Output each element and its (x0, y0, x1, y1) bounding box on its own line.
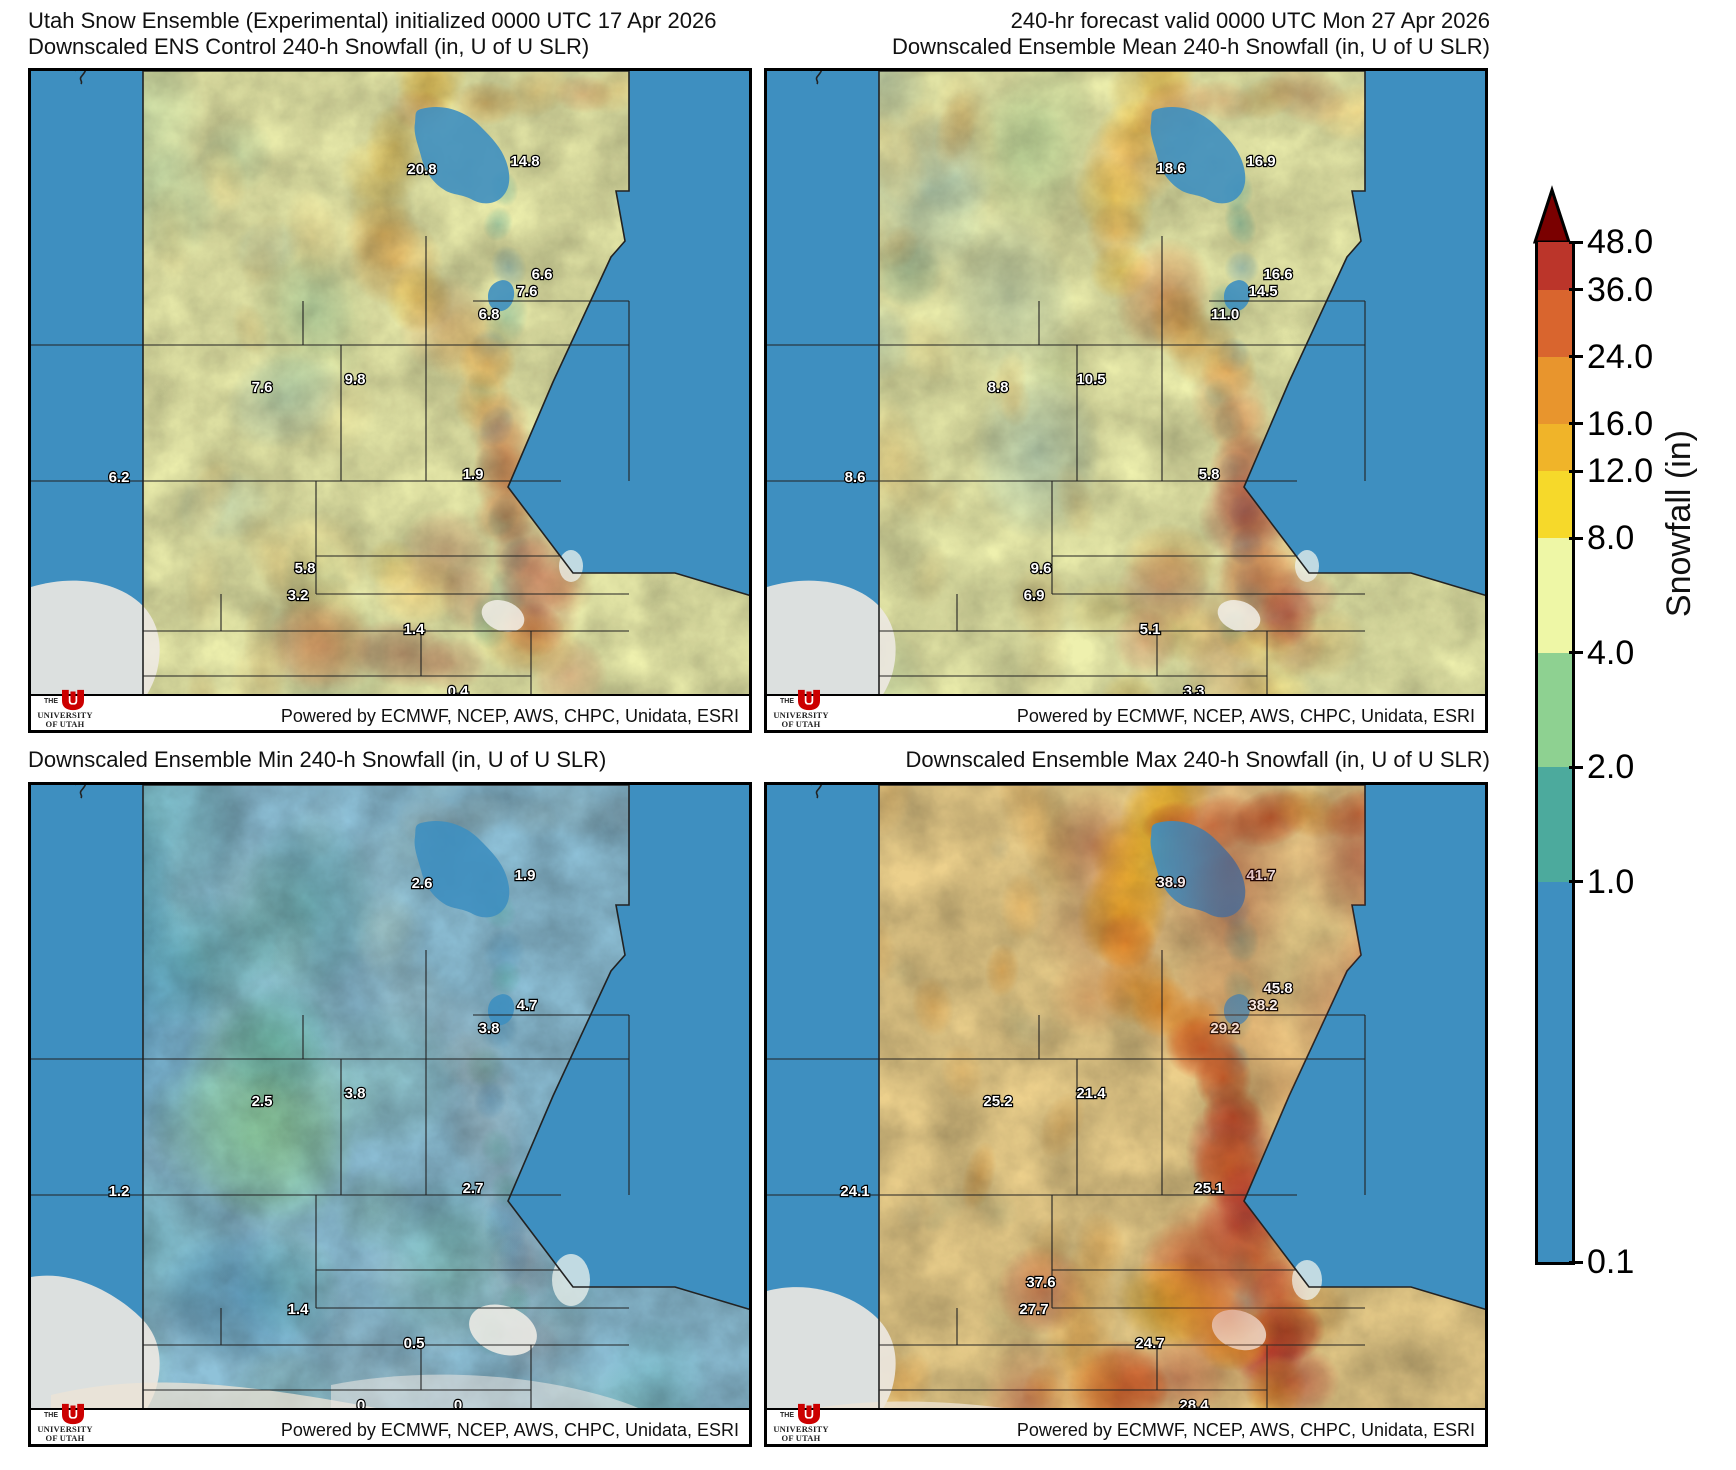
svg-text:3.8: 3.8 (345, 1085, 366, 1102)
svg-text:1.2: 1.2 (109, 1183, 130, 1200)
svg-text:20.8: 20.8 (407, 161, 436, 178)
svg-text:5.8: 5.8 (1199, 466, 1220, 483)
svg-text:14.8: 14.8 (510, 153, 539, 170)
svg-text:16.9: 16.9 (1246, 153, 1275, 170)
svg-text:18.6: 18.6 (1156, 160, 1185, 177)
svg-text:1.9: 1.9 (515, 867, 536, 884)
svg-text:16.6: 16.6 (1263, 266, 1292, 283)
svg-text:8.8: 8.8 (988, 379, 1009, 396)
svg-text:2.5: 2.5 (252, 1093, 273, 1110)
svg-text:3.8: 3.8 (479, 1020, 500, 1037)
svg-text:3.2: 3.2 (288, 587, 309, 604)
svg-text:5.8: 5.8 (295, 560, 316, 577)
svg-text:1.9: 1.9 (463, 466, 484, 483)
svg-text:5.1: 5.1 (1140, 621, 1161, 638)
svg-text:6.6: 6.6 (532, 266, 553, 283)
svg-text:9.6: 9.6 (1031, 560, 1052, 577)
svg-text:0.5: 0.5 (404, 1335, 425, 1352)
svg-text:10.5: 10.5 (1076, 371, 1105, 388)
svg-text:6.9: 6.9 (1024, 587, 1045, 604)
svg-text:2.6: 2.6 (412, 875, 433, 892)
svg-text:7.6: 7.6 (252, 379, 273, 396)
svg-text:1.4: 1.4 (288, 1301, 310, 1318)
svg-text:4.7: 4.7 (517, 997, 538, 1014)
svg-text:2.7: 2.7 (463, 1180, 484, 1197)
svg-text:11.0: 11.0 (1211, 306, 1239, 323)
svg-text:9.8: 9.8 (345, 371, 366, 388)
svg-text:7.6: 7.6 (517, 283, 538, 300)
svg-text:1.4: 1.4 (404, 621, 426, 638)
svg-text:6.2: 6.2 (109, 469, 130, 486)
svg-text:14.5: 14.5 (1248, 283, 1277, 300)
svg-text:8.6: 8.6 (845, 469, 866, 486)
svg-text:6.8: 6.8 (479, 306, 500, 323)
